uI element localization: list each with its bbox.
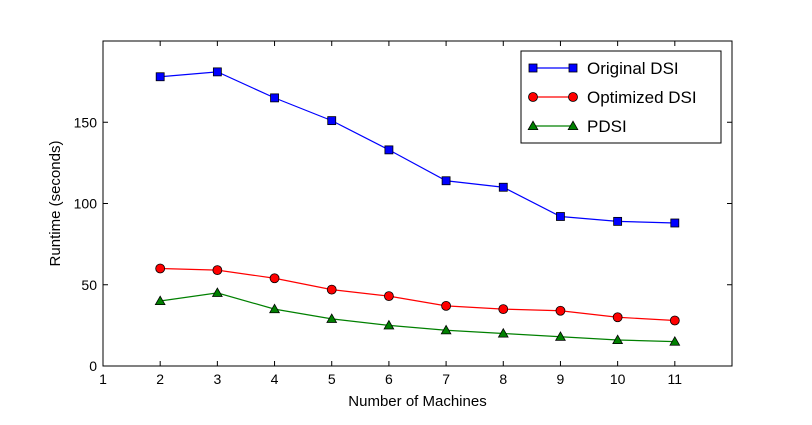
data-point-pdsi [554,331,566,341]
data-point-original-dsi [384,145,394,155]
x-tick-label: 7 [442,371,450,387]
data-point-original-dsi [498,182,508,192]
data-point-pdsi [383,319,395,330]
data-point-original-dsi [556,212,565,221]
data-point-original-dsi [670,218,680,228]
data-point-original-dsi [441,176,451,186]
axis-ticks: 1 2 3 4 5 6 7 8 9 10 11 0 50 100 150 [74,41,732,387]
x-tick-label: 1 [99,371,107,387]
y-tick-label: 0 [89,358,97,374]
data-point-pdsi [269,303,281,314]
y-tick-label: 150 [74,114,98,130]
data-point-pdsi [669,336,681,346]
legend: Original DSI Optimized DSI PDSI [520,50,722,144]
legend-label-pdsi: PDSI [587,117,627,136]
legend-marker-pdsi [567,120,579,131]
x-tick-label: 6 [385,371,393,387]
x-tick-label: 5 [328,371,336,387]
x-tick-label: 8 [499,371,507,387]
legend-marker-optimized-dsi [568,92,578,102]
legend-marker-original-dsi [528,63,538,73]
x-tick-label: 3 [213,371,221,387]
data-point-original-dsi [212,67,222,77]
data-point-pdsi [211,287,223,297]
data-point-pdsi [497,327,509,338]
data-point-pdsi [326,313,338,323]
legend-label-original-dsi: Original DSI [587,59,679,78]
data-point-optimized-dsi [326,284,337,295]
data-point-optimized-dsi [269,273,280,284]
series-pdsi [154,287,681,346]
data-point-optimized-dsi [384,291,394,302]
plot-area [154,67,681,346]
x-axis-label: Number of Machines [348,393,486,410]
data-point-original-dsi [613,216,623,226]
data-point-pdsi [440,324,452,335]
x-tick-label: 10 [610,371,626,387]
series-optimized-dsi [155,263,680,326]
series-line-original-dsi [160,71,675,224]
legend-marker-original-dsi [568,63,578,73]
data-point-original-dsi [155,72,165,82]
data-point-optimized-dsi [669,315,680,326]
series-line-pdsi [160,292,675,343]
data-point-original-dsi [327,116,337,126]
x-tick-label: 11 [668,371,683,387]
data-point-pdsi [154,295,166,306]
legend-label-optimized-dsi: Optimized DSI [587,88,697,107]
x-tick-label: 2 [156,371,164,387]
data-point-optimized-dsi [612,312,623,323]
y-tick-label: 100 [74,196,98,212]
series-original-dsi [155,67,680,228]
data-point-optimized-dsi [212,265,223,276]
data-point-optimized-dsi [441,300,451,311]
data-point-optimized-dsi [155,263,166,274]
data-point-optimized-dsi [555,305,566,316]
legend-marker-optimized-dsi [528,92,538,102]
y-tick-label: 50 [81,277,97,293]
legend-marker-pdsi [527,120,539,131]
series-line-optimized-dsi [160,267,675,322]
data-point-optimized-dsi [498,304,509,315]
x-tick-label: 4 [271,371,279,387]
y-axis-label: Runtime (seconds) [47,141,64,267]
data-point-original-dsi [270,93,279,103]
x-tick-label: 9 [557,371,565,387]
data-point-pdsi [612,334,624,345]
